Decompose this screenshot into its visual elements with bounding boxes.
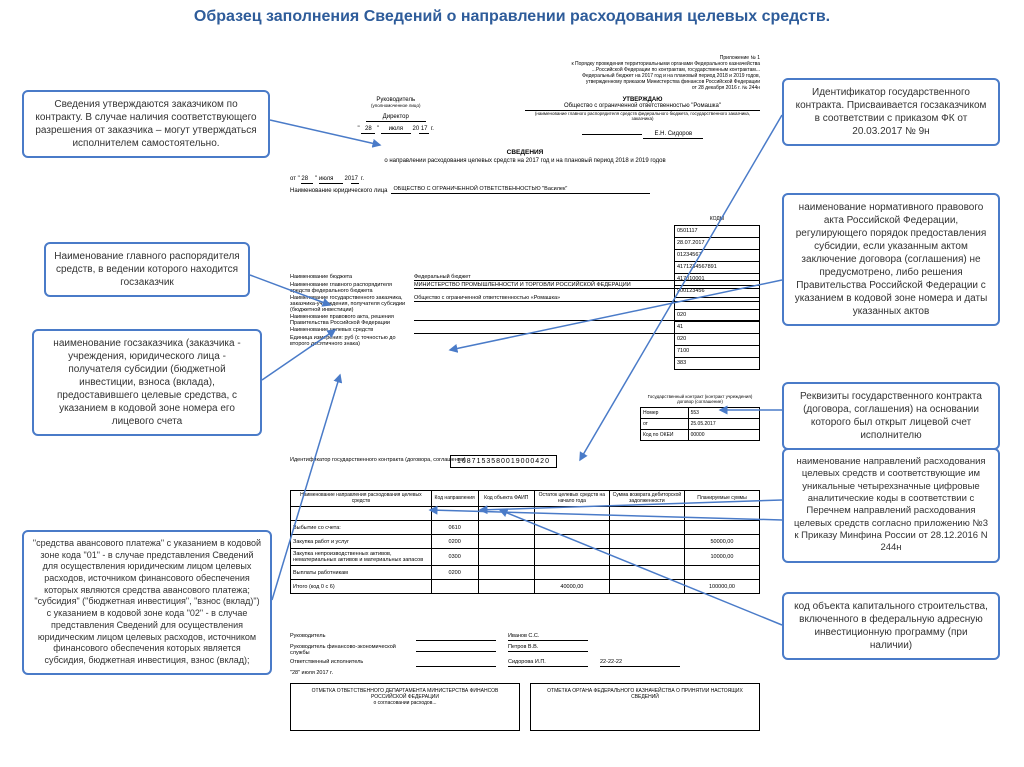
sved-title: СВЕДЕНИЯ [290,149,760,156]
callout-directions: наименование направлений расходования це… [782,448,1000,563]
callout-grbs: Наименование главного распорядителя сред… [44,242,250,297]
org-line: Общество с ограниченной ответственностью… [525,103,760,111]
signatures: РуководительИванов С.С. Руководитель фин… [290,630,760,676]
main-table: Наименование направления расходования це… [290,490,760,594]
callout-faip: код объекта капитального строительства, … [782,592,1000,660]
callout-advance: "средства авансового платежа" с указание… [22,530,272,675]
form-appendix: Приложение № 1 к Порядку проведения терр… [290,55,760,91]
date-d: 28 [361,126,375,134]
stamp-minfin: ОТМЕТКА ОТВЕТСТВЕННОГО ДЕПАРТАМЕНТА МИНИ… [290,683,520,731]
sig-blank [582,127,642,135]
stamp-fk: ОТМЕТКА ОРГАНА ФЕДЕРАЛЬНОГО КАЗНАЧЕЙСТВА… [530,683,760,731]
date-y: 17 [419,126,429,134]
dolж: Директор [366,114,426,122]
fio: Е.Н. Сидоров [643,131,703,139]
callout-contract-req: Реквизиты государственного контракта (до… [782,382,1000,450]
form-document: Приложение № 1 к Порядку проведения терр… [290,55,760,695]
naim-ul-val: ОБЩЕСТВО С ОГРАНИЧЕННОЙ ОТВЕТСТВЕННОСТЬЮ… [391,186,650,194]
codes-box: КОДЫ 0501117 28.07.2017 01234567 4171234… [674,213,760,370]
callout-customer: наименование госзаказчика (заказчика - у… [32,329,262,436]
page-title: Образец заполнения Сведений о направлени… [0,8,1024,26]
callout-npact: наименование нормативного правового акта… [782,193,1000,326]
naim-ul-lbl: Наименование юридического лица [290,188,387,194]
date-m: июля [381,126,411,134]
org-sub: (наименование главного распорядителя сре… [525,111,760,121]
sved-sub: о направлении расходования целевых средс… [290,158,760,164]
callout-identifier: Идентификатор государственного контракта… [782,78,1000,146]
callout-approval: Сведения утверждаются заказчиком по конт… [22,90,270,158]
ident-label: Идентификатор государственного контракта… [290,457,466,463]
ruk-sub: (уполномоченное лицо) [290,103,502,108]
contract-box: Государственный контракт (контракт учреж… [640,395,760,441]
ident-value: 1687153580019000420 [450,455,557,468]
